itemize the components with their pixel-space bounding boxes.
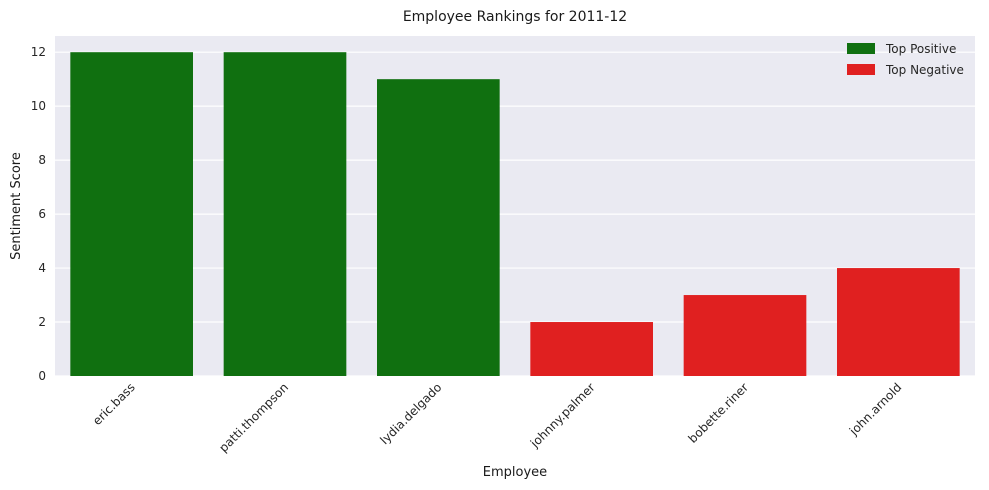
legend-swatch-positive: [847, 43, 875, 54]
x-tick-label-johnny.palmer: johnny.palmer: [527, 380, 598, 451]
bar-eric.bass: [70, 52, 193, 376]
y-tick-label-2: 2: [38, 315, 46, 329]
y-axis-label: Sentiment Score: [9, 152, 24, 260]
x-tick-label-john.arnold: john.arnold: [846, 380, 904, 438]
x-tick-label-lydia.delgado: lydia.delgado: [377, 380, 444, 447]
x-tick-labels: eric.bass patti.thompson lydia.delgado john…: [90, 380, 904, 455]
legend-swatch-negative: [847, 64, 875, 75]
y-tick-label-0: 0: [38, 369, 46, 383]
x-tick-label-eric.bass: eric.bass: [90, 380, 138, 428]
y-tick-label-8: 8: [38, 153, 46, 167]
y-tick-labels: 0 2 4 6 8 10 12: [31, 45, 46, 383]
chart-title: Employee Rankings for 2011-12: [403, 9, 627, 25]
x-axis-label: Employee: [483, 465, 547, 480]
plot-area: [55, 36, 975, 376]
bars: [70, 52, 960, 376]
x-tick-label-bobette.riner: bobette.riner: [686, 380, 752, 446]
y-tick-label-10: 10: [31, 99, 46, 113]
legend-label-negative: Top Negative: [885, 63, 964, 77]
y-tick-label-12: 12: [31, 45, 46, 59]
grid-lines: [55, 51, 975, 377]
y-tick-label-6: 6: [38, 207, 46, 221]
bar-lydia.delgado: [377, 79, 500, 376]
bar-patti.thompson: [223, 52, 347, 376]
x-tick-label-patti.thompson: patti.thompson: [216, 380, 291, 455]
bar-johnny.palmer: [530, 322, 653, 376]
legend: Top Positive Top Negative: [847, 42, 964, 77]
y-tick-label-4: 4: [38, 261, 46, 275]
bar-bobette.riner: [683, 295, 807, 376]
bar-john.arnold: [837, 268, 960, 376]
legend-label-positive: Top Positive: [885, 42, 956, 56]
